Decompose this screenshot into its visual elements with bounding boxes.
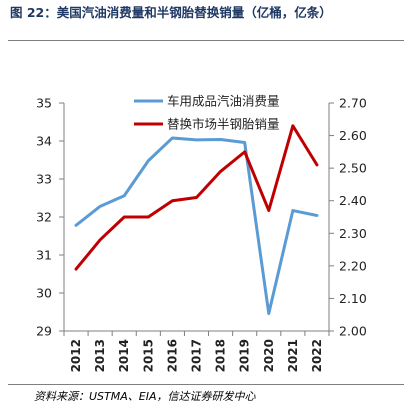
right-tick-label: 2.70 [339,96,367,111]
left-tick-label: 33 [36,172,52,187]
x-tick-label: 2021 [286,339,300,372]
x-tick-label: 2013 [93,339,107,372]
right-tick-label: 2.50 [339,161,367,176]
right-tick-label: 2.10 [339,291,367,306]
legend-label: 车用成品汽油消费量 [167,94,280,109]
title-divider [8,40,404,41]
x-tick-label: 2019 [238,339,252,372]
right-tick-label: 2.00 [339,324,367,339]
left-tick-label: 32 [36,210,52,225]
source-divider [8,384,404,385]
right-tick-label: 2.40 [339,193,367,208]
series-line-gasoline [74,136,319,316]
legend-label: 替换市场半钢胎销量 [167,117,280,132]
left-axis-ticks: 29 30 31 32 33 34 35 [36,96,64,339]
left-tick-label: 30 [36,286,52,301]
x-tick-label: 2018 [214,339,228,372]
chart-title: 图 22：美国汽油消费量和半钢胎替换销量（亿桶，亿条） [10,5,332,20]
x-tick-label: 2022 [310,339,324,372]
x-tick-label: 2020 [262,339,276,372]
left-tick-label: 35 [36,96,52,111]
x-tick-label: 2015 [141,339,155,372]
x-tick-label: 2012 [69,339,83,372]
right-tick-label: 2.20 [339,258,367,273]
left-tick-label: 31 [36,248,52,263]
x-axis-ticks: 2012 2013 2014 2015 2016 2017 2018 2019 2020 2021… [63,331,330,372]
right-tick-label: 2.30 [339,226,367,241]
right-axis-ticks: 2.00 2.10 2.20 2.30 2.40 2.50 2.60 2.70 [329,96,367,339]
series-line-tires [74,124,319,271]
x-tick-label: 2017 [190,339,204,372]
left-tick-label: 34 [36,134,52,149]
x-tick-label: 2014 [117,339,131,372]
source-note: 资料来源：USTMA、EIA，信达证券研发中心 [34,390,256,403]
left-tick-label: 29 [36,324,52,339]
chart-series [74,124,319,316]
x-tick-label: 2016 [165,339,179,372]
right-tick-label: 2.60 [339,128,367,143]
